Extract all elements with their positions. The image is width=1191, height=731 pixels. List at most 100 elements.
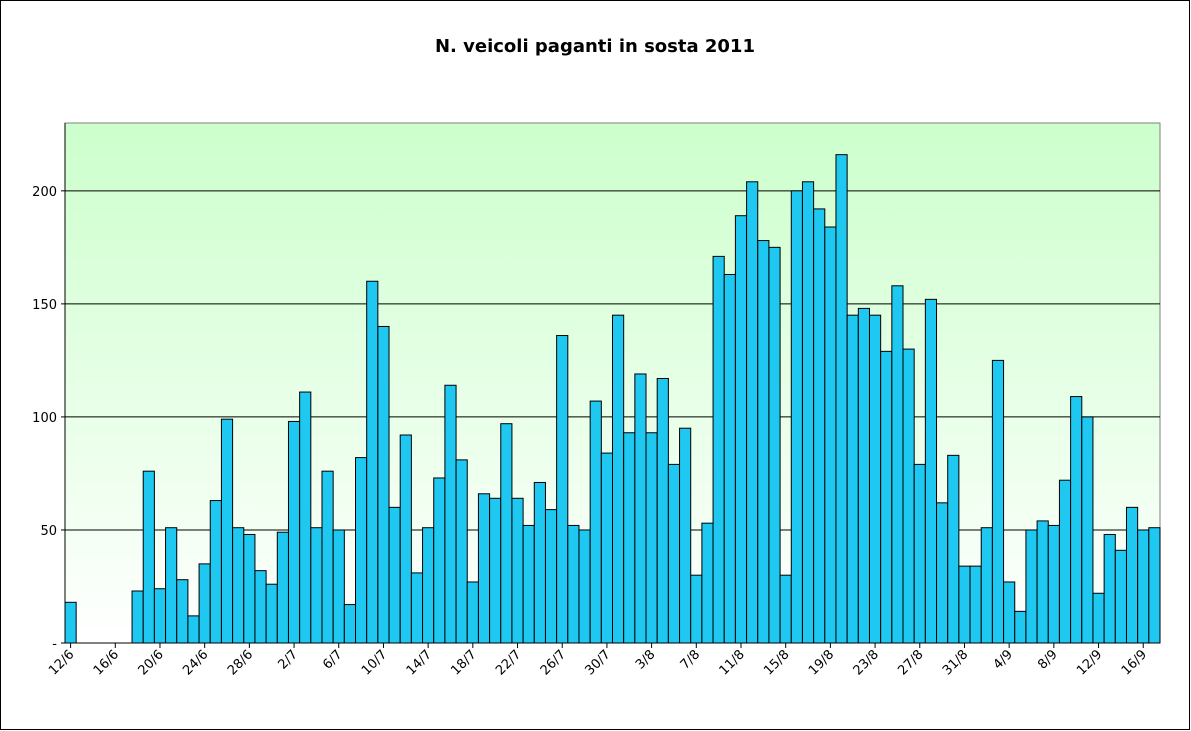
- bar: [868, 314, 882, 644]
- bar: [64, 601, 77, 644]
- bar: [1003, 581, 1016, 644]
- bar: [1070, 396, 1083, 644]
- bar: [544, 509, 558, 644]
- bar: [846, 314, 859, 644]
- bar: [355, 457, 368, 644]
- bar: [746, 181, 759, 644]
- bar: [768, 246, 781, 644]
- bar: [343, 604, 357, 644]
- bar: [1114, 549, 1127, 644]
- bar: [924, 298, 938, 644]
- bar: [131, 590, 144, 644]
- bar: [1148, 527, 1161, 644]
- bar: [723, 273, 736, 644]
- bar: [299, 391, 312, 644]
- bar: [477, 493, 491, 644]
- bar: [779, 574, 792, 644]
- bar: [790, 190, 803, 644]
- bar: [511, 497, 524, 644]
- bar: [500, 423, 513, 644]
- bar: [578, 529, 591, 644]
- bar: [1137, 529, 1150, 644]
- y-tick-label: 150: [32, 298, 57, 313]
- bar: [556, 335, 569, 644]
- bar: [936, 502, 949, 644]
- bar: [522, 524, 535, 644]
- bar: [880, 350, 893, 644]
- y-tick-label: 50: [40, 524, 57, 539]
- bar: [399, 434, 412, 644]
- bar: [958, 565, 971, 644]
- bar: [153, 588, 167, 644]
- bar: [1025, 529, 1038, 644]
- bar: [947, 454, 960, 644]
- bar: [332, 529, 345, 644]
- bar: [656, 377, 669, 644]
- bar: [1036, 520, 1049, 644]
- bar: [422, 527, 435, 644]
- bar: [857, 307, 870, 644]
- bar: [589, 400, 602, 644]
- y-tick-label: -: [52, 637, 57, 652]
- bar: [444, 384, 457, 644]
- bar: [254, 570, 267, 644]
- bar: [913, 463, 926, 644]
- bar: [634, 373, 647, 644]
- bar: [377, 325, 390, 644]
- bar: [220, 418, 234, 644]
- bar: [612, 314, 625, 644]
- bar: [455, 459, 468, 644]
- y-tick-label: 100: [32, 411, 57, 426]
- bar: [1047, 524, 1060, 644]
- y-tick-label: 200: [32, 185, 57, 200]
- bar: [1014, 610, 1027, 644]
- bar: [142, 470, 155, 644]
- bar: [835, 154, 848, 644]
- bar: [567, 524, 580, 644]
- bar: [991, 359, 1005, 644]
- bar: [176, 579, 189, 644]
- bar: [187, 615, 200, 644]
- bar: [690, 574, 703, 644]
- bar: [1103, 533, 1116, 644]
- bar: [801, 181, 815, 644]
- bar: [276, 531, 289, 644]
- bar: [388, 506, 401, 644]
- bar: [232, 527, 245, 644]
- bar: [489, 497, 502, 644]
- bar: [1081, 416, 1094, 644]
- bar: [712, 255, 725, 644]
- bar: [321, 470, 334, 644]
- bar: [902, 348, 915, 644]
- bar: [824, 226, 837, 644]
- bar: [757, 240, 770, 644]
- bar: [410, 572, 424, 644]
- bar: [969, 565, 982, 644]
- bar: [701, 522, 714, 644]
- bar: [366, 280, 379, 644]
- bar: [645, 432, 658, 644]
- bar: [734, 215, 748, 644]
- bar: [466, 581, 479, 644]
- chart-title: N. veicoli paganti in sosta 2011: [435, 36, 755, 57]
- bar: [209, 500, 222, 644]
- bar: [679, 427, 692, 644]
- bar: [265, 583, 278, 644]
- bar: [1125, 506, 1139, 644]
- bar: [310, 527, 323, 644]
- bar: [813, 208, 826, 644]
- bar: [1058, 479, 1072, 644]
- bar: [287, 420, 301, 644]
- bar: [1092, 592, 1105, 644]
- bar: [243, 533, 256, 644]
- bar: [623, 432, 636, 644]
- bar: [165, 527, 178, 644]
- bar: [667, 463, 681, 644]
- bar: [980, 527, 993, 644]
- bar: [600, 452, 614, 644]
- bar: [891, 285, 904, 644]
- bar: [533, 481, 546, 644]
- bar: [433, 477, 446, 644]
- bar: [198, 563, 211, 644]
